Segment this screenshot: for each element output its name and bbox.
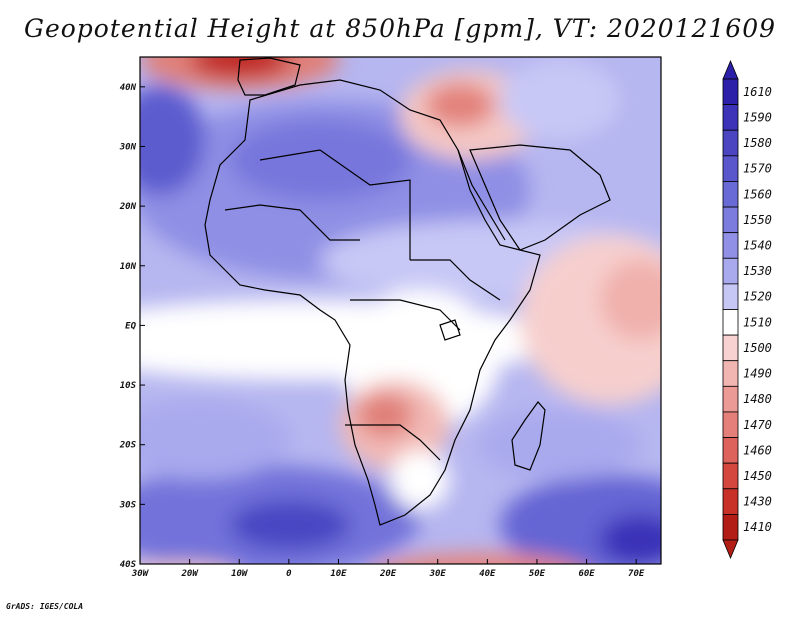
lat-tick-label: 10N bbox=[120, 262, 137, 272]
colorbar-label: 1500 bbox=[743, 341, 772, 355]
colorbar-label: 1530 bbox=[743, 264, 772, 278]
colorbar-label: 1520 bbox=[743, 290, 772, 304]
colorbar-label: 1580 bbox=[743, 136, 772, 150]
colorbar-swatch bbox=[722, 513, 739, 541]
lake-victoria bbox=[439, 319, 461, 341]
lat-tick-label: 30S bbox=[119, 500, 137, 510]
colorbar-label: 1480 bbox=[743, 392, 772, 406]
colorbar-swatch bbox=[722, 206, 739, 234]
colorbar-swatch bbox=[722, 309, 739, 336]
colorbar-label: 1560 bbox=[743, 187, 772, 201]
height-field bbox=[140, 57, 661, 564]
colorbar-swatch bbox=[722, 283, 739, 310]
border-west-africa bbox=[224, 204, 360, 241]
border-east bbox=[410, 259, 501, 301]
plot-frame bbox=[139, 56, 662, 565]
colorbar-swatch bbox=[722, 257, 739, 285]
colorbar-label: 1490 bbox=[743, 367, 772, 381]
colorbar-swatch bbox=[722, 129, 739, 157]
lat-tick-label: 20N bbox=[119, 202, 137, 212]
colorbar-bottom-arrow bbox=[722, 539, 739, 560]
lon-tick-label: 50E bbox=[529, 569, 546, 579]
lon-tick-label: 10W bbox=[231, 569, 249, 579]
colorbar-swatch bbox=[722, 155, 739, 182]
colorbar-label: 1590 bbox=[743, 110, 772, 124]
arabia-coastline bbox=[469, 144, 611, 251]
colorbar-label: 1510 bbox=[743, 315, 772, 329]
border-south bbox=[345, 424, 441, 461]
colorbar-swatch bbox=[722, 181, 739, 208]
colorbar-label: 1540 bbox=[743, 238, 772, 252]
colorbar: 1610 1590 1580 1570 1560 1550 1540 1530 1520 1510… bbox=[722, 59, 772, 560]
iberia-coastline bbox=[237, 57, 301, 96]
colorbar-label: 1610 bbox=[743, 85, 772, 99]
colorbar-swatch bbox=[722, 411, 739, 438]
lon-tick-label: 30E bbox=[429, 569, 447, 579]
lat-tick-label: EQ bbox=[125, 321, 136, 331]
colorbar-swatch bbox=[722, 437, 739, 464]
colorbar-label: 1460 bbox=[743, 443, 772, 457]
map-title: Geopotential Height at 850hPa [gpm], VT:… bbox=[23, 14, 777, 43]
lon-tick-label: 30W bbox=[131, 569, 150, 579]
colorbar-label: 1410 bbox=[743, 520, 772, 534]
lon-tick-label: 70E bbox=[628, 569, 645, 579]
colorbar-swatch bbox=[722, 232, 739, 259]
coastlines bbox=[204, 57, 611, 526]
colorbar-swatch bbox=[722, 334, 739, 362]
colorbar-swatch bbox=[722, 462, 739, 490]
lon-tick-label: 20W bbox=[180, 569, 199, 579]
colorbar-label: 1430 bbox=[743, 495, 772, 509]
lat-tick-label: 10S bbox=[120, 381, 137, 391]
colorbar-swatch bbox=[722, 360, 739, 387]
colorbar-label: 1570 bbox=[743, 162, 772, 176]
madagascar-coastline bbox=[511, 401, 546, 471]
lat-tick-label: 30N bbox=[119, 142, 137, 152]
colorbar-top-arrow bbox=[722, 59, 739, 80]
colorbar-label: 1550 bbox=[743, 213, 772, 227]
colorbar-label: 1470 bbox=[743, 418, 772, 432]
border-central bbox=[350, 299, 461, 331]
lon-tick-label: 0 bbox=[286, 569, 292, 579]
africa-coastline bbox=[204, 79, 541, 526]
lon-tick-label: 10E bbox=[330, 569, 347, 579]
lon-tick-label: 40E bbox=[479, 569, 496, 579]
border-sahara bbox=[259, 149, 411, 260]
lon-tick-label: 20E bbox=[379, 569, 397, 579]
colorbar-swatch bbox=[722, 78, 739, 106]
colorbar-label: 1450 bbox=[743, 469, 772, 483]
colorbar-swatch bbox=[722, 488, 739, 515]
colorbar-swatch bbox=[722, 385, 739, 413]
red-sea bbox=[457, 149, 506, 241]
grads-credit: GrADS: IGES/COLA bbox=[6, 602, 84, 611]
colorbar-swatch bbox=[722, 104, 739, 131]
lon-tick-label: 60E bbox=[578, 569, 595, 579]
lat-tick-label: 20S bbox=[119, 441, 137, 451]
lat-tick-label: 40S bbox=[120, 560, 137, 570]
lat-tick-label: 40N bbox=[120, 83, 137, 93]
